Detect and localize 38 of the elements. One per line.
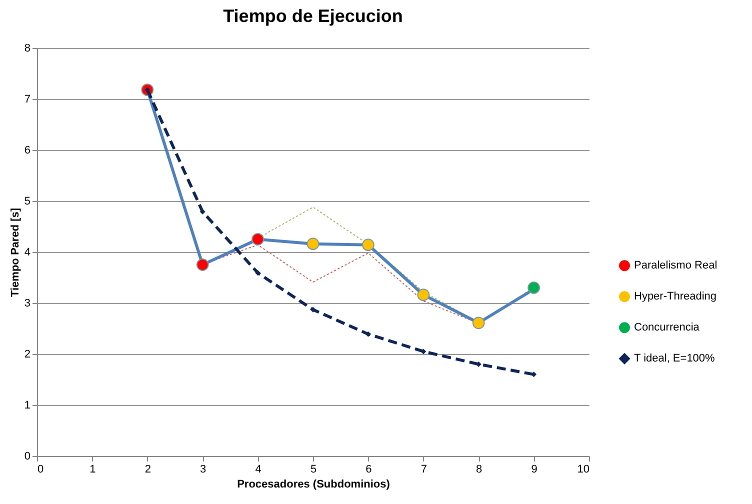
x-tick-label: 0 <box>38 464 44 476</box>
point <box>252 233 264 246</box>
point <box>420 348 426 354</box>
legend-label: Hyper-Threading <box>634 290 717 303</box>
x-tick-label: 5 <box>310 464 317 476</box>
x-tick-label: 3 <box>200 464 206 476</box>
y-axis-title: Tiempo Pared [s] <box>9 208 22 298</box>
x-tick-label: 2 <box>144 464 151 476</box>
y-tick-label: 4 <box>24 246 30 258</box>
y-tick-label: 7 <box>24 94 30 106</box>
point <box>528 282 540 294</box>
y-tick-label: 1 <box>24 400 30 412</box>
legend-label: T ideal, E=100% <box>634 352 716 365</box>
point <box>472 316 485 330</box>
y-tick-label: 8 <box>24 42 30 54</box>
x-tick-label: 4 <box>255 464 262 476</box>
x-tick-label: 9 <box>531 464 538 476</box>
x-tick-label: 10 <box>577 464 590 476</box>
y-tick-label: 3 <box>24 298 30 310</box>
x-tick-label: 1 <box>90 464 96 476</box>
chart-title: Tiempo de Ejecucion <box>223 6 403 26</box>
point <box>196 258 209 271</box>
y-tick-label: 2 <box>24 348 30 360</box>
legend-label: Concurrencia <box>634 322 700 334</box>
legend-label: Paralelismo Real <box>634 260 718 272</box>
x-tick-label: 8 <box>476 464 482 476</box>
x-tick-label: 7 <box>420 464 427 476</box>
x-axis-title: Procesadores (Subdominios) <box>237 478 390 490</box>
point <box>306 238 320 250</box>
point <box>365 331 371 337</box>
point <box>362 238 374 252</box>
y-tick-label: 0 <box>24 450 30 462</box>
point <box>417 288 430 302</box>
y-tick-label: 6 <box>24 144 30 156</box>
x-tick-label: 6 <box>366 464 372 476</box>
point <box>310 306 316 312</box>
y-tick-label: 5 <box>24 196 30 208</box>
point <box>255 270 261 276</box>
